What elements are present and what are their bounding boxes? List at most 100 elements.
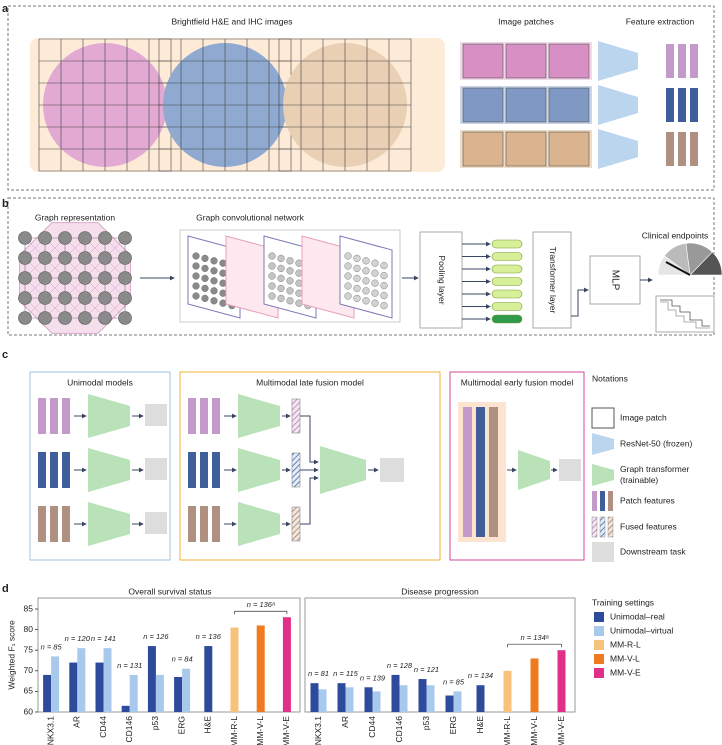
label: Transformer layer [548,247,558,314]
node [286,267,294,275]
feature-vector [38,398,46,434]
legend-swatch [594,626,604,636]
x-tick-label: CD146 [124,716,134,743]
feature-vector [489,407,498,537]
annotation: n = 81 [308,669,329,678]
bar [103,648,112,712]
feature-vector [690,132,698,166]
title: Unimodal models [67,377,133,387]
feature-vector [200,452,208,488]
plot-frame [304,597,576,713]
annotation: n = 134 [468,671,493,680]
feature-vector [666,88,674,122]
node [277,274,285,283]
x-tick-label: MM-V-E [556,716,566,745]
panel-label: d [2,583,9,595]
bar [418,679,427,712]
resnet [598,85,638,125]
bar [530,658,539,712]
icon [600,491,605,511]
image-patch [505,87,547,123]
bar [155,674,164,712]
node [380,262,388,270]
legend-label: Unimodal–real [610,611,665,621]
node [371,299,379,307]
node [78,271,92,285]
title: Graph representation [35,212,116,222]
graph-transformer [238,448,280,492]
node [286,277,294,285]
panel-frame [7,5,715,191]
node [362,257,370,265]
annotation: n = 121 [414,665,439,674]
annotation: n = 136 [196,632,222,641]
node [353,264,361,273]
node [353,274,361,283]
image-patch [462,87,504,123]
node [219,279,227,287]
node [98,251,112,265]
feature-vector [188,398,196,434]
annotation: n = 120 [65,634,91,643]
arrow [300,475,319,525]
chart-title: Disease progression [401,586,479,596]
x-tick-label: CD44 [98,716,108,738]
feature-vector [50,398,58,434]
notation-label: ResNet-50 (frozen) [620,438,692,448]
annotation: n = 128 [387,661,413,670]
bar [318,689,327,712]
legend-swatch [594,654,604,664]
node [58,251,72,265]
survival-curve [660,299,710,327]
notation-label: (trainable) [620,475,658,485]
x-tick-label: MM-R-L [502,716,512,745]
x-tick-label: ERG [176,716,186,734]
x-tick-label: MM-V-L [529,716,539,745]
survival-box [655,295,715,333]
bar [391,674,400,712]
node [353,294,361,303]
node [268,262,276,270]
transformer-box [532,231,572,329]
graph-transformer [518,450,550,490]
node [201,254,209,263]
feature-vector [690,88,698,122]
node [295,289,303,297]
node [295,259,303,267]
node [118,291,132,305]
bar [121,705,130,712]
resnet [598,41,638,81]
feature-map [339,235,393,319]
node [58,231,72,245]
node [362,287,370,295]
feature-vector [62,506,70,542]
x-tick-label: NKX3.1 [313,716,323,745]
bar [129,674,138,712]
node [38,271,52,285]
annotation: n = 84 [172,655,193,664]
title: Feature extraction [626,16,695,26]
node [118,271,132,285]
bar [426,685,435,712]
y-axis-label: Weighted F₁ score [6,620,16,690]
node [362,297,370,305]
image-patch [505,131,547,167]
feature-vector [690,44,698,78]
node [371,259,379,267]
bar [337,683,346,712]
y-tick-label: 75 [24,644,34,654]
feature-vector [62,398,70,434]
node [18,291,32,305]
legend-label: MM-V-L [610,653,640,663]
needle [665,261,691,276]
node [210,257,218,265]
token [491,314,523,324]
token [491,252,523,261]
node [201,274,209,283]
node [371,279,379,287]
x-tick-label: H&E [203,716,213,734]
arrow [571,287,589,317]
feature-vector [678,44,686,78]
legend-label: MM-V-E [610,667,641,677]
node [286,257,294,265]
